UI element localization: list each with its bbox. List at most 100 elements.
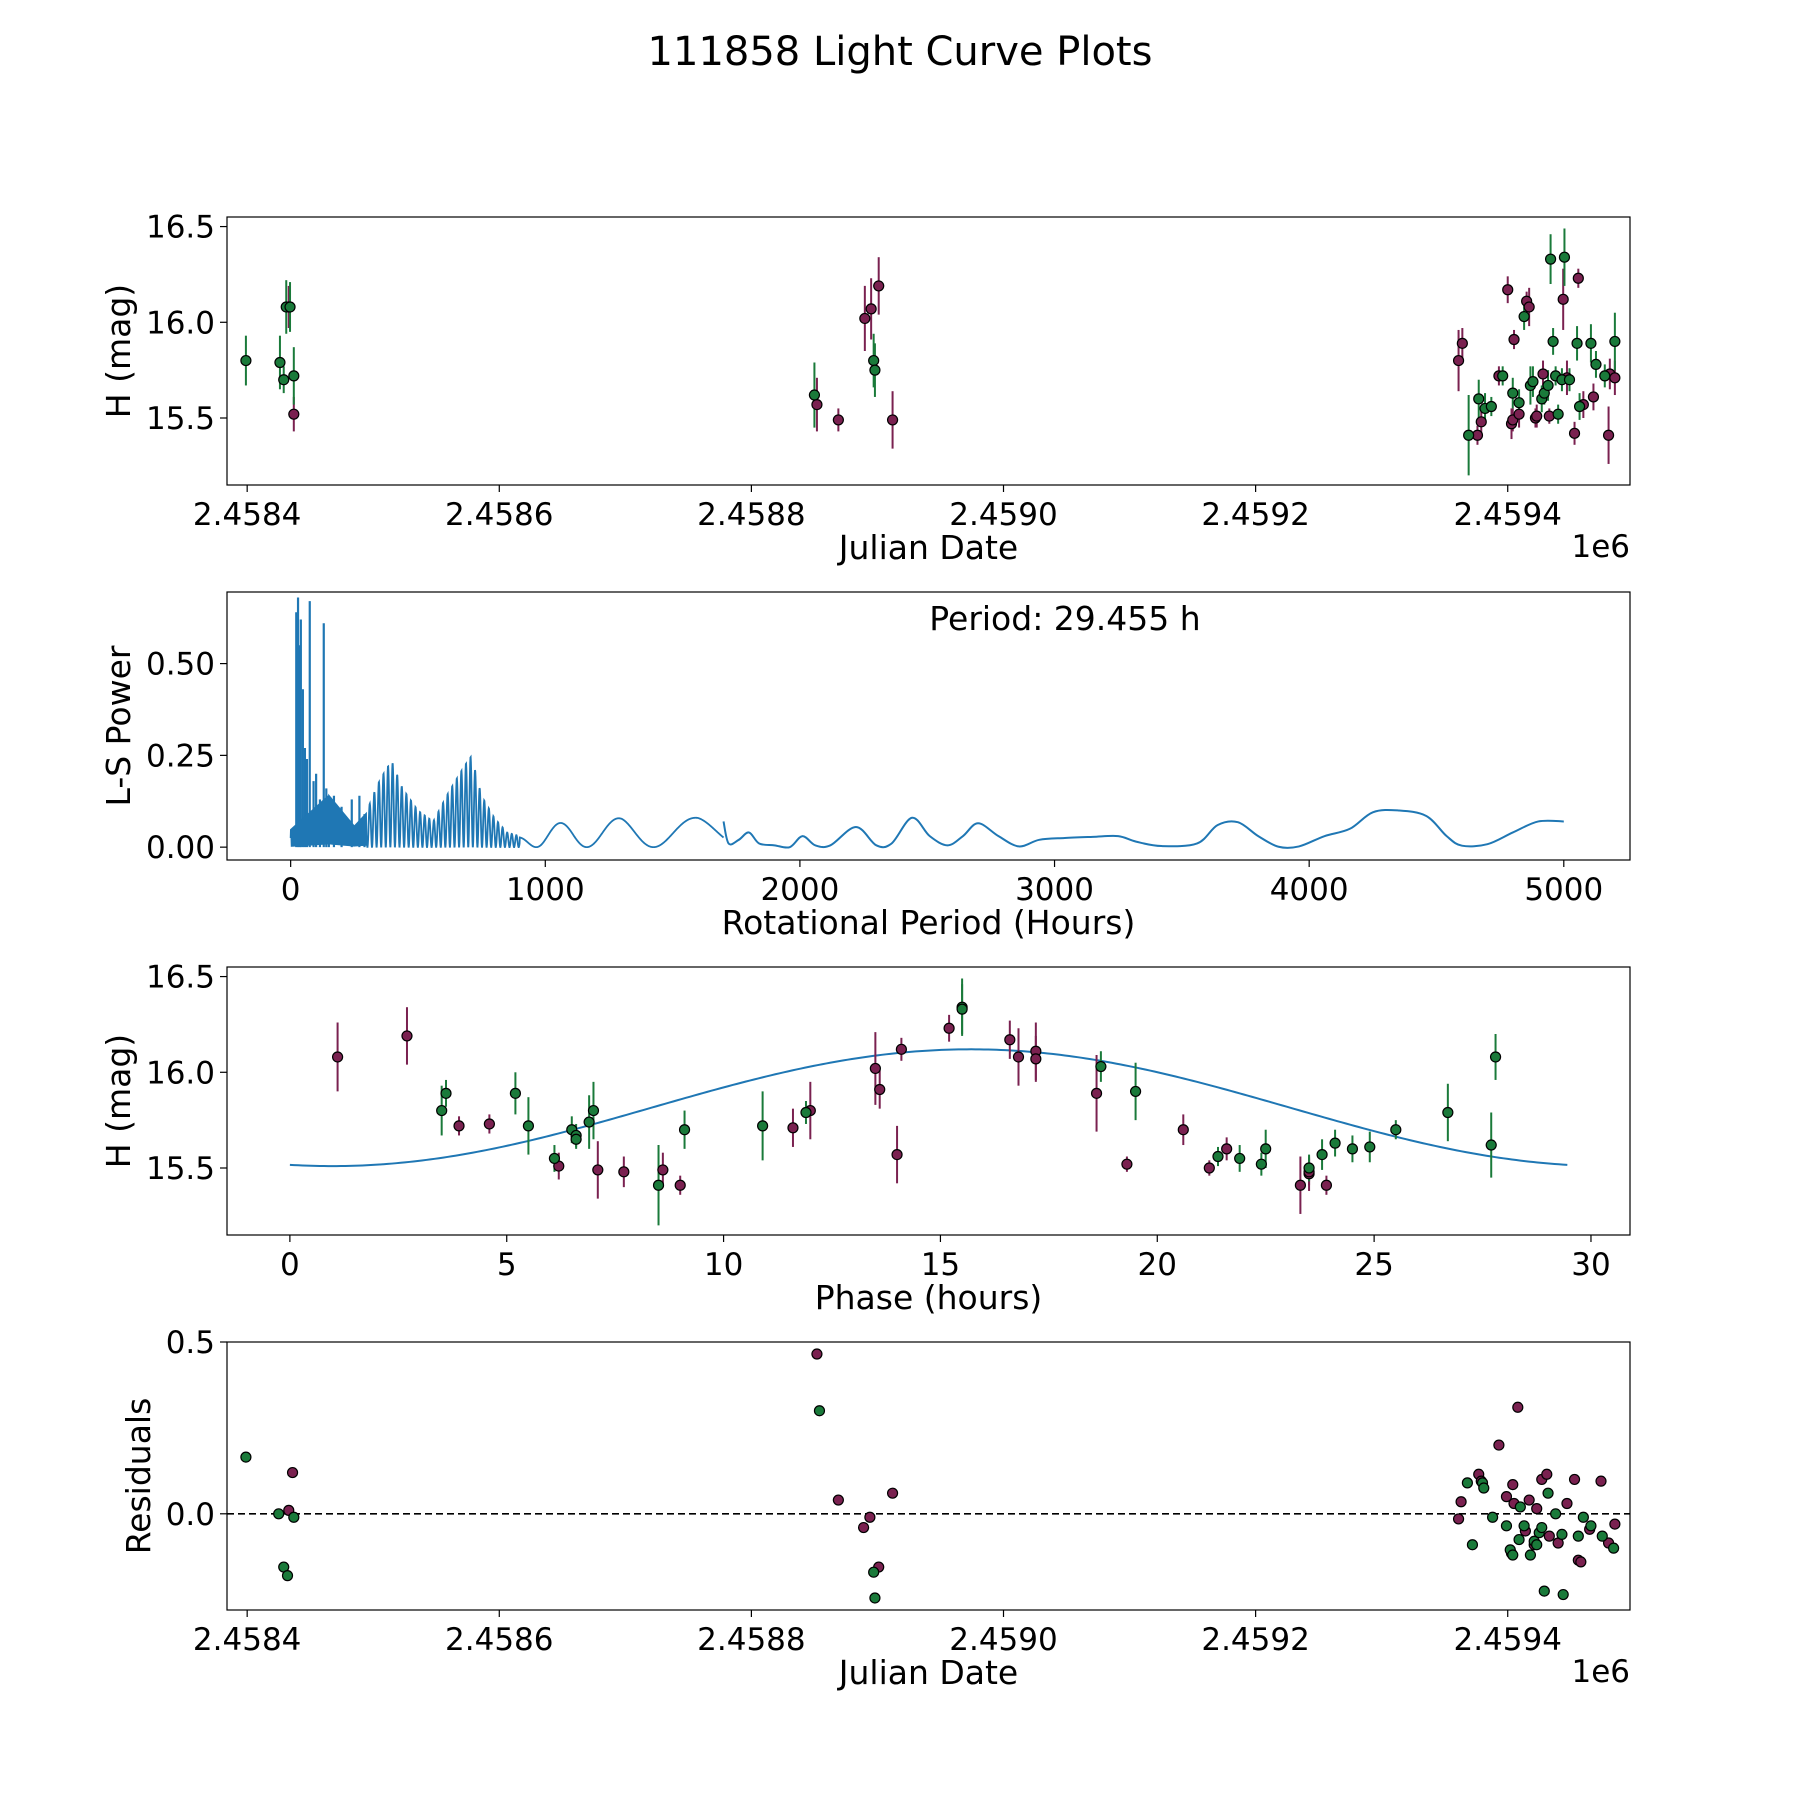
- phased-point: [1260, 1143, 1272, 1155]
- phased-point: [1090, 1087, 1103, 1099]
- lightcurve-point: [859, 312, 871, 325]
- residuals-point: [1531, 1503, 1543, 1515]
- lightcurve-point: [1508, 333, 1520, 346]
- periodogram-xtick-label: 5000: [1524, 872, 1603, 908]
- lightcurve-plot-area: [226, 216, 1631, 486]
- phased-point: [618, 1166, 630, 1178]
- phased-ytick-label: 16.5: [146, 960, 215, 996]
- lightcurve-xtick-label: 2.4592: [1201, 497, 1309, 533]
- lightcurve-point: [278, 374, 290, 386]
- phased-point: [1442, 1106, 1454, 1119]
- lightcurve-point: [1473, 393, 1485, 405]
- lightcurve-ticks: 2.4584 2.4586 2.4588 2.4590 2.4592 2.4594 15.5…: [146, 210, 1562, 533]
- lightcurve-point: [1456, 337, 1468, 349]
- periodogram-xtick-label: 1000: [506, 872, 585, 908]
- phased-xtick-label: 30: [1571, 1247, 1610, 1283]
- residuals-point: [1507, 1549, 1519, 1561]
- phased-point: [1329, 1137, 1341, 1149]
- residuals-point: [1608, 1542, 1620, 1554]
- lightcurve-point: [1452, 354, 1465, 367]
- residuals-point: [1466, 1539, 1479, 1551]
- lightcurve-point: [1523, 301, 1535, 313]
- lightcurve-panel: 2.4584 2.4586 2.4588 2.4590 2.4592 2.4594 15.5…: [99, 210, 1631, 567]
- phased-point: [1221, 1143, 1233, 1155]
- lightcurve-point: [1518, 310, 1530, 323]
- phased-point: [548, 1152, 561, 1165]
- phased-point: [1030, 1053, 1042, 1065]
- residuals-point: [813, 1405, 826, 1417]
- lightcurve-point: [873, 280, 885, 292]
- phased-point: [436, 1104, 448, 1117]
- phased-marks: [289, 978, 1568, 1226]
- phased-point: [401, 1030, 413, 1042]
- residuals-xtick-label: 2.4592: [1201, 1622, 1309, 1658]
- residuals-point: [273, 1508, 285, 1520]
- phased-point: [943, 1022, 955, 1034]
- figure-title: 111858 Light Curve Plots: [648, 29, 1153, 75]
- lightcurve-point: [1573, 400, 1586, 413]
- lightcurve-xtick-label: 2.4594: [1453, 497, 1561, 533]
- residuals-point: [1523, 1494, 1535, 1506]
- residuals-point: [1500, 1491, 1513, 1503]
- lightcurve-point: [1513, 408, 1525, 420]
- lightcurve-ytick-label: 16.0: [146, 305, 215, 341]
- phased-point: [1255, 1158, 1267, 1170]
- phased-point: [570, 1133, 582, 1145]
- periodogram-tail: [722, 808, 1564, 849]
- lightcurve-marks: [240, 228, 1621, 476]
- phased-point: [1390, 1124, 1402, 1136]
- phased-point: [1294, 1179, 1306, 1191]
- residuals-point: [1585, 1520, 1597, 1532]
- periodogram-plot-area: [226, 591, 1631, 861]
- lightcurve-point: [1542, 379, 1554, 392]
- lightcurve-ytick-label: 16.5: [146, 210, 215, 246]
- phased-xtick-label: 10: [704, 1247, 743, 1283]
- phased-xtick-label: 5: [497, 1247, 517, 1283]
- residuals-point: [868, 1566, 880, 1578]
- residuals-ytick-label: 0.0: [166, 1497, 215, 1533]
- residuals-point: [1524, 1549, 1537, 1561]
- lightcurve-point: [1602, 429, 1615, 441]
- lightcurve-xtick-label: 2.4586: [445, 497, 553, 533]
- residuals-point: [857, 1521, 870, 1534]
- phased-point: [1489, 1051, 1502, 1063]
- residuals-point: [1486, 1511, 1499, 1523]
- residuals-point: [1507, 1478, 1519, 1491]
- lightcurve-xtick-label: 2.4588: [697, 497, 805, 533]
- residuals-point: [1577, 1511, 1589, 1523]
- lightcurve-point: [1609, 372, 1621, 384]
- residuals-point: [1500, 1520, 1513, 1532]
- lightcurve-point: [811, 399, 823, 411]
- lightcurve-point: [1563, 374, 1576, 386]
- phased-point: [674, 1179, 686, 1191]
- lightcurve-ylabel: H (mag): [99, 284, 138, 418]
- lightcurve-point: [1572, 272, 1584, 284]
- lightcurve-point: [1497, 370, 1509, 382]
- lightcurve-point: [288, 408, 300, 420]
- lightcurve-point: [1544, 253, 1557, 265]
- phased-point: [1012, 1051, 1025, 1063]
- phased-panel: 0 5 10 15 20 25 30 15.5 16.0 16.5 Phase (hours) H…: [99, 960, 1631, 1317]
- lightcurve-point: [288, 370, 300, 382]
- periodogram-xlabel: Rotational Period (Hours): [722, 903, 1136, 942]
- periodogram-ytick-label: 0.50: [146, 647, 215, 683]
- residuals-point: [288, 1511, 300, 1523]
- residuals-point: [869, 1592, 881, 1604]
- periodogram-xtick-label: 2000: [760, 872, 839, 908]
- phased-point: [1004, 1034, 1016, 1046]
- residuals-offset-label: 1e6: [1571, 1654, 1630, 1690]
- phased-point: [592, 1164, 604, 1176]
- phased-point: [800, 1106, 812, 1119]
- phased-point: [522, 1120, 535, 1132]
- lightcurve-point: [1485, 400, 1497, 413]
- lightcurve-point: [886, 414, 899, 426]
- lightcurve-point: [1527, 376, 1539, 388]
- lightcurve-point: [1507, 387, 1519, 399]
- residuals-point: [1541, 1468, 1553, 1480]
- periodogram-ytick-label: 0.25: [146, 738, 215, 774]
- phased-point: [1485, 1139, 1497, 1151]
- residuals-point: [1543, 1530, 1555, 1542]
- lightcurve-point: [1571, 337, 1583, 349]
- phased-point: [453, 1120, 465, 1132]
